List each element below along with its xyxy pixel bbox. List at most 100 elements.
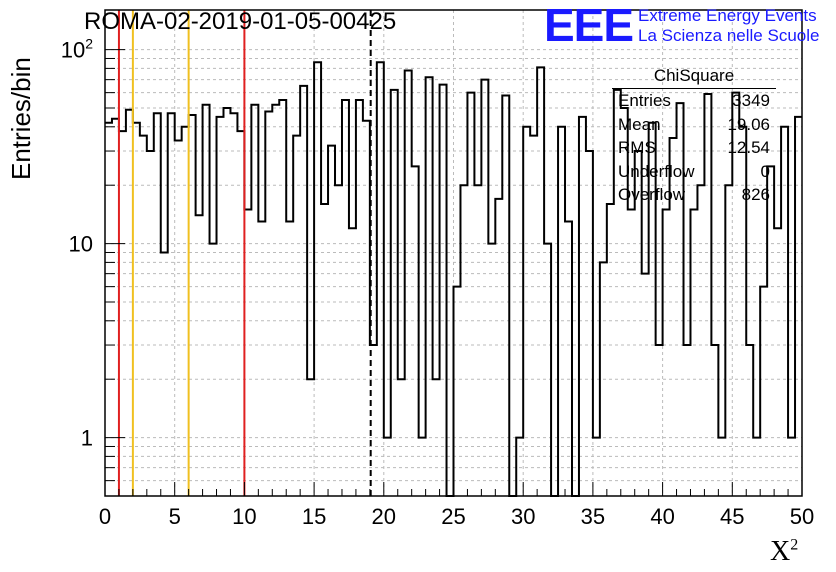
histogram-bin — [230, 113, 237, 496]
histogram-line — [105, 61, 802, 497]
histogram-bin — [419, 438, 426, 496]
histogram-bin — [593, 438, 600, 496]
stats-value: 19.06 — [727, 114, 770, 134]
histogram-bin — [328, 146, 335, 496]
histogram-bin — [300, 86, 307, 496]
x-tick-label: 35 — [581, 504, 605, 529]
x-tick-label: 0 — [99, 504, 111, 529]
histogram-bin — [440, 85, 447, 496]
histogram-bin — [196, 215, 203, 496]
histogram-bin — [558, 127, 565, 496]
histogram-bin — [133, 123, 140, 496]
histogram-bin — [774, 228, 781, 496]
run-title: ROMA-02-2019-01-05-00425 — [84, 8, 397, 35]
histogram-bin — [690, 209, 697, 496]
logo-mark: EEE — [544, 0, 634, 51]
histogram-bin — [642, 274, 649, 496]
histogram-bin — [795, 117, 802, 496]
histogram-bin — [405, 71, 412, 496]
y-tick-label: 10 — [69, 232, 93, 257]
histogram-bin — [237, 131, 244, 496]
logo-line-1: Extreme Energy Events — [638, 6, 817, 25]
histogram-bin — [391, 90, 398, 496]
histogram-bin — [335, 185, 342, 496]
histogram-bin — [412, 166, 419, 496]
histogram-bin — [286, 221, 293, 496]
stats-label: Entries — [618, 91, 671, 110]
stats-row: Underflow 0 — [612, 160, 776, 184]
histogram-bin — [279, 100, 286, 496]
histogram-bin — [760, 287, 767, 496]
x-tick-label: 30 — [511, 504, 535, 529]
histogram-bin — [523, 127, 530, 496]
histogram-bin — [586, 151, 593, 496]
histogram-bars — [105, 61, 802, 497]
x-tick-label: 25 — [441, 504, 465, 529]
logo-line-2: La Scienza nelle Scuole — [638, 26, 820, 45]
histogram-bin — [384, 438, 391, 496]
histogram-bin — [579, 117, 586, 496]
histogram-bin — [474, 185, 481, 496]
histogram-bin — [175, 140, 182, 496]
x-tick-label: 10 — [232, 504, 256, 529]
histogram-bin — [321, 204, 328, 496]
histogram-bin — [697, 185, 704, 496]
y-tick-label: 102 — [61, 36, 93, 63]
histogram-bin — [565, 221, 572, 496]
x-axis-label: X2 — [770, 536, 799, 567]
histogram-bin — [182, 127, 189, 496]
histogram-bin — [217, 117, 224, 496]
histogram-bin — [251, 105, 258, 496]
stats-value: 0 — [760, 161, 770, 181]
histogram-bin — [112, 119, 119, 496]
histogram-bin — [746, 345, 753, 496]
x-tick-label: 50 — [790, 504, 814, 529]
histogram-bin — [628, 209, 635, 496]
y-tick-label: 1 — [81, 426, 93, 451]
histogram-bin — [189, 115, 196, 496]
x-tick-label: 20 — [372, 504, 396, 529]
histogram-bin — [161, 252, 168, 496]
histogram-bin — [244, 209, 251, 496]
histogram-bin — [488, 244, 495, 496]
histogram-bin — [607, 204, 614, 496]
stats-title: ChiSquare — [612, 66, 776, 89]
histogram-bin — [753, 438, 760, 496]
histogram-bin — [154, 113, 161, 496]
histogram-bin — [656, 345, 663, 496]
x-tick-label: 45 — [720, 504, 744, 529]
histogram-bin — [314, 62, 321, 496]
x-tick-label: 5 — [169, 504, 181, 529]
histogram-bin — [363, 121, 370, 496]
axis-ticks — [104, 49, 803, 496]
histogram-bin — [467, 93, 474, 496]
histogram-bin — [307, 379, 314, 496]
histogram-bin — [663, 209, 670, 496]
histogram-bin — [426, 77, 433, 496]
histogram-bin — [140, 136, 147, 496]
histogram-bin — [203, 105, 210, 496]
histogram-bin — [272, 105, 279, 496]
histogram-bin — [544, 244, 551, 496]
histogram-bin — [781, 127, 788, 496]
histogram-bin — [210, 244, 217, 496]
y-axis-label: Entries/bin — [6, 57, 36, 180]
histogram-bin — [495, 199, 502, 496]
histogram-bin — [530, 136, 537, 496]
histogram-bin — [711, 345, 718, 496]
histogram-bin — [356, 100, 363, 496]
histogram-bin — [293, 136, 300, 496]
histogram-bin — [454, 287, 461, 496]
histogram-bin — [119, 131, 126, 496]
histogram-bin — [537, 67, 544, 496]
histogram-bin — [502, 95, 509, 496]
histogram-bin — [433, 379, 440, 496]
stats-row: Mean 19.06 — [612, 113, 776, 137]
histogram-bin — [223, 108, 230, 496]
histogram-bin — [788, 438, 795, 496]
histogram-bin — [377, 62, 384, 496]
histogram-bin — [105, 123, 112, 496]
histogram-bin — [481, 80, 488, 496]
stats-value: 12.54 — [727, 138, 770, 157]
